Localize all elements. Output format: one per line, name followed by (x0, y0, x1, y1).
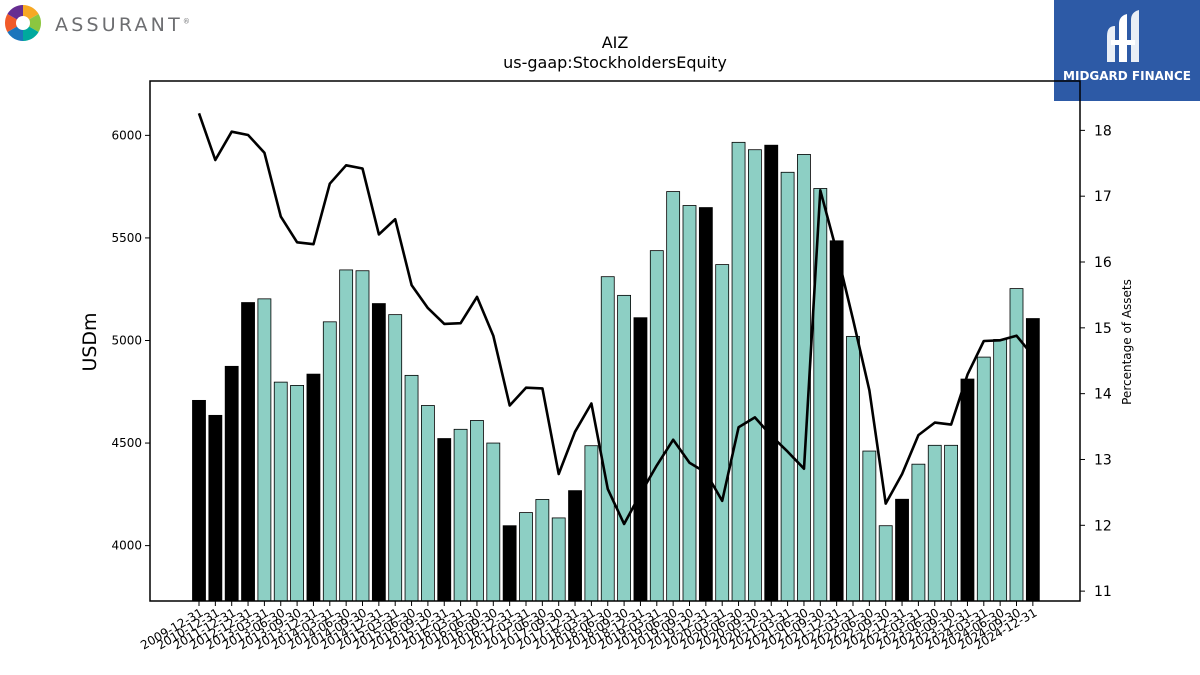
y2-tick-label: 13 (1094, 452, 1112, 468)
bar-2020-06-30 (731, 141, 746, 602)
bar-2022-06-30 (862, 450, 877, 602)
bar-2013-03-31 (257, 298, 272, 602)
bar-2014-09-30 (355, 270, 370, 602)
bar-2016-12-31 (502, 525, 517, 602)
bar-2018-09-30 (617, 294, 631, 602)
y2-tick-label: 18 (1094, 123, 1112, 139)
bar-2016-06-30 (470, 420, 484, 602)
y2-tick-label: 15 (1094, 321, 1112, 337)
bar-2020-03-31 (715, 264, 730, 602)
midgard-logo-icon (1107, 10, 1139, 62)
bar-2016-03-31 (453, 428, 468, 602)
y-tick-label: 4000 (111, 539, 142, 553)
y-tick-label: 6000 (111, 128, 142, 142)
y-tick-label: 5000 (111, 333, 142, 347)
bar-2019-03-31 (649, 250, 664, 602)
chart-subtitle: us-gaap:StockholdersEquity (503, 53, 727, 72)
bar-2011-12-31 (224, 365, 239, 602)
bar-2023-06-30 (927, 444, 942, 602)
bar-2019-09-30 (682, 205, 697, 602)
bar-2022-12-31 (895, 498, 909, 602)
bar-2017-09-30 (551, 517, 566, 602)
bar-2023-09-30 (944, 444, 958, 602)
bar-2015-12-31 (437, 438, 452, 602)
bar-2015-03-31 (388, 314, 403, 602)
bar-series (192, 141, 1040, 602)
bar-2024-06-30 (993, 339, 1008, 602)
bar-2012-12-31 (241, 302, 255, 602)
bar-2018-03-31 (584, 445, 599, 602)
company-name: ASSURANT® (55, 14, 190, 36)
bar-2015-06-30 (404, 374, 419, 602)
bar-2014-06-30 (339, 269, 354, 602)
y2-tick-label: 14 (1094, 387, 1112, 403)
chart-title: AIZ (602, 33, 629, 52)
bar-2013-06-30 (273, 381, 288, 602)
x-axis: 2009-12-312010-12-312011-12-312012-12-31… (138, 601, 1039, 652)
midgard-name: MIDGARD FINANCE (1063, 69, 1191, 83)
bar-2019-06-30 (666, 191, 681, 602)
y-axis-label: USDm (79, 312, 101, 371)
bar-2020-12-31 (764, 144, 779, 602)
bar-2013-12-31 (306, 373, 321, 602)
bar-2015-09-30 (420, 405, 435, 602)
plot-frame (149, 80, 1081, 602)
assurant-logo-icon (4, 4, 42, 42)
bar-2017-12-31 (568, 490, 582, 602)
y2-tick-label: 11 (1094, 584, 1112, 600)
y2-axis-label: Percentage of Assets (1120, 279, 1134, 405)
bar-2019-12-31 (698, 207, 713, 602)
bar-2021-12-31 (829, 240, 844, 602)
bar-2018-06-30 (600, 276, 615, 602)
y-tick-label: 5500 (111, 231, 142, 245)
bar-2024-03-31 (976, 356, 991, 602)
bar-2017-03-31 (519, 512, 533, 602)
y2-tick-label: 17 (1094, 189, 1112, 205)
bar-2024-12-31 (1025, 318, 1040, 602)
y2-tick-label: 12 (1094, 518, 1112, 534)
y-tick-label: 4500 (111, 436, 142, 450)
bar-2023-12-31 (960, 378, 975, 602)
bar-2013-09-30 (290, 385, 305, 602)
bar-2016-09-30 (486, 442, 501, 602)
percentage-line (197, 112, 1034, 526)
bar-2020-09-30 (748, 149, 762, 602)
midgard-watermark: MIDGARD FINANCE (1054, 0, 1200, 101)
bar-2018-12-31 (633, 317, 648, 602)
bar-2023-03-31 (911, 463, 926, 602)
bar-2021-03-31 (780, 171, 795, 602)
y-axis-left: 4000 4500 5000 5500 6000 (111, 128, 150, 553)
bar-2022-03-31 (846, 335, 860, 602)
bar-2017-06-30 (535, 499, 550, 602)
bar-2014-12-31 (371, 303, 386, 602)
bar-2014-03-31 (322, 321, 337, 602)
company-brand: ASSURANT® (4, 4, 194, 42)
y-axis-right: 11 12 13 14 15 16 17 18 (1080, 123, 1112, 600)
bar-2022-09-30 (878, 525, 893, 602)
bar-2010-12-31 (208, 414, 223, 602)
bar-2009-12-31 (192, 399, 206, 602)
y2-tick-label: 16 (1094, 255, 1112, 271)
